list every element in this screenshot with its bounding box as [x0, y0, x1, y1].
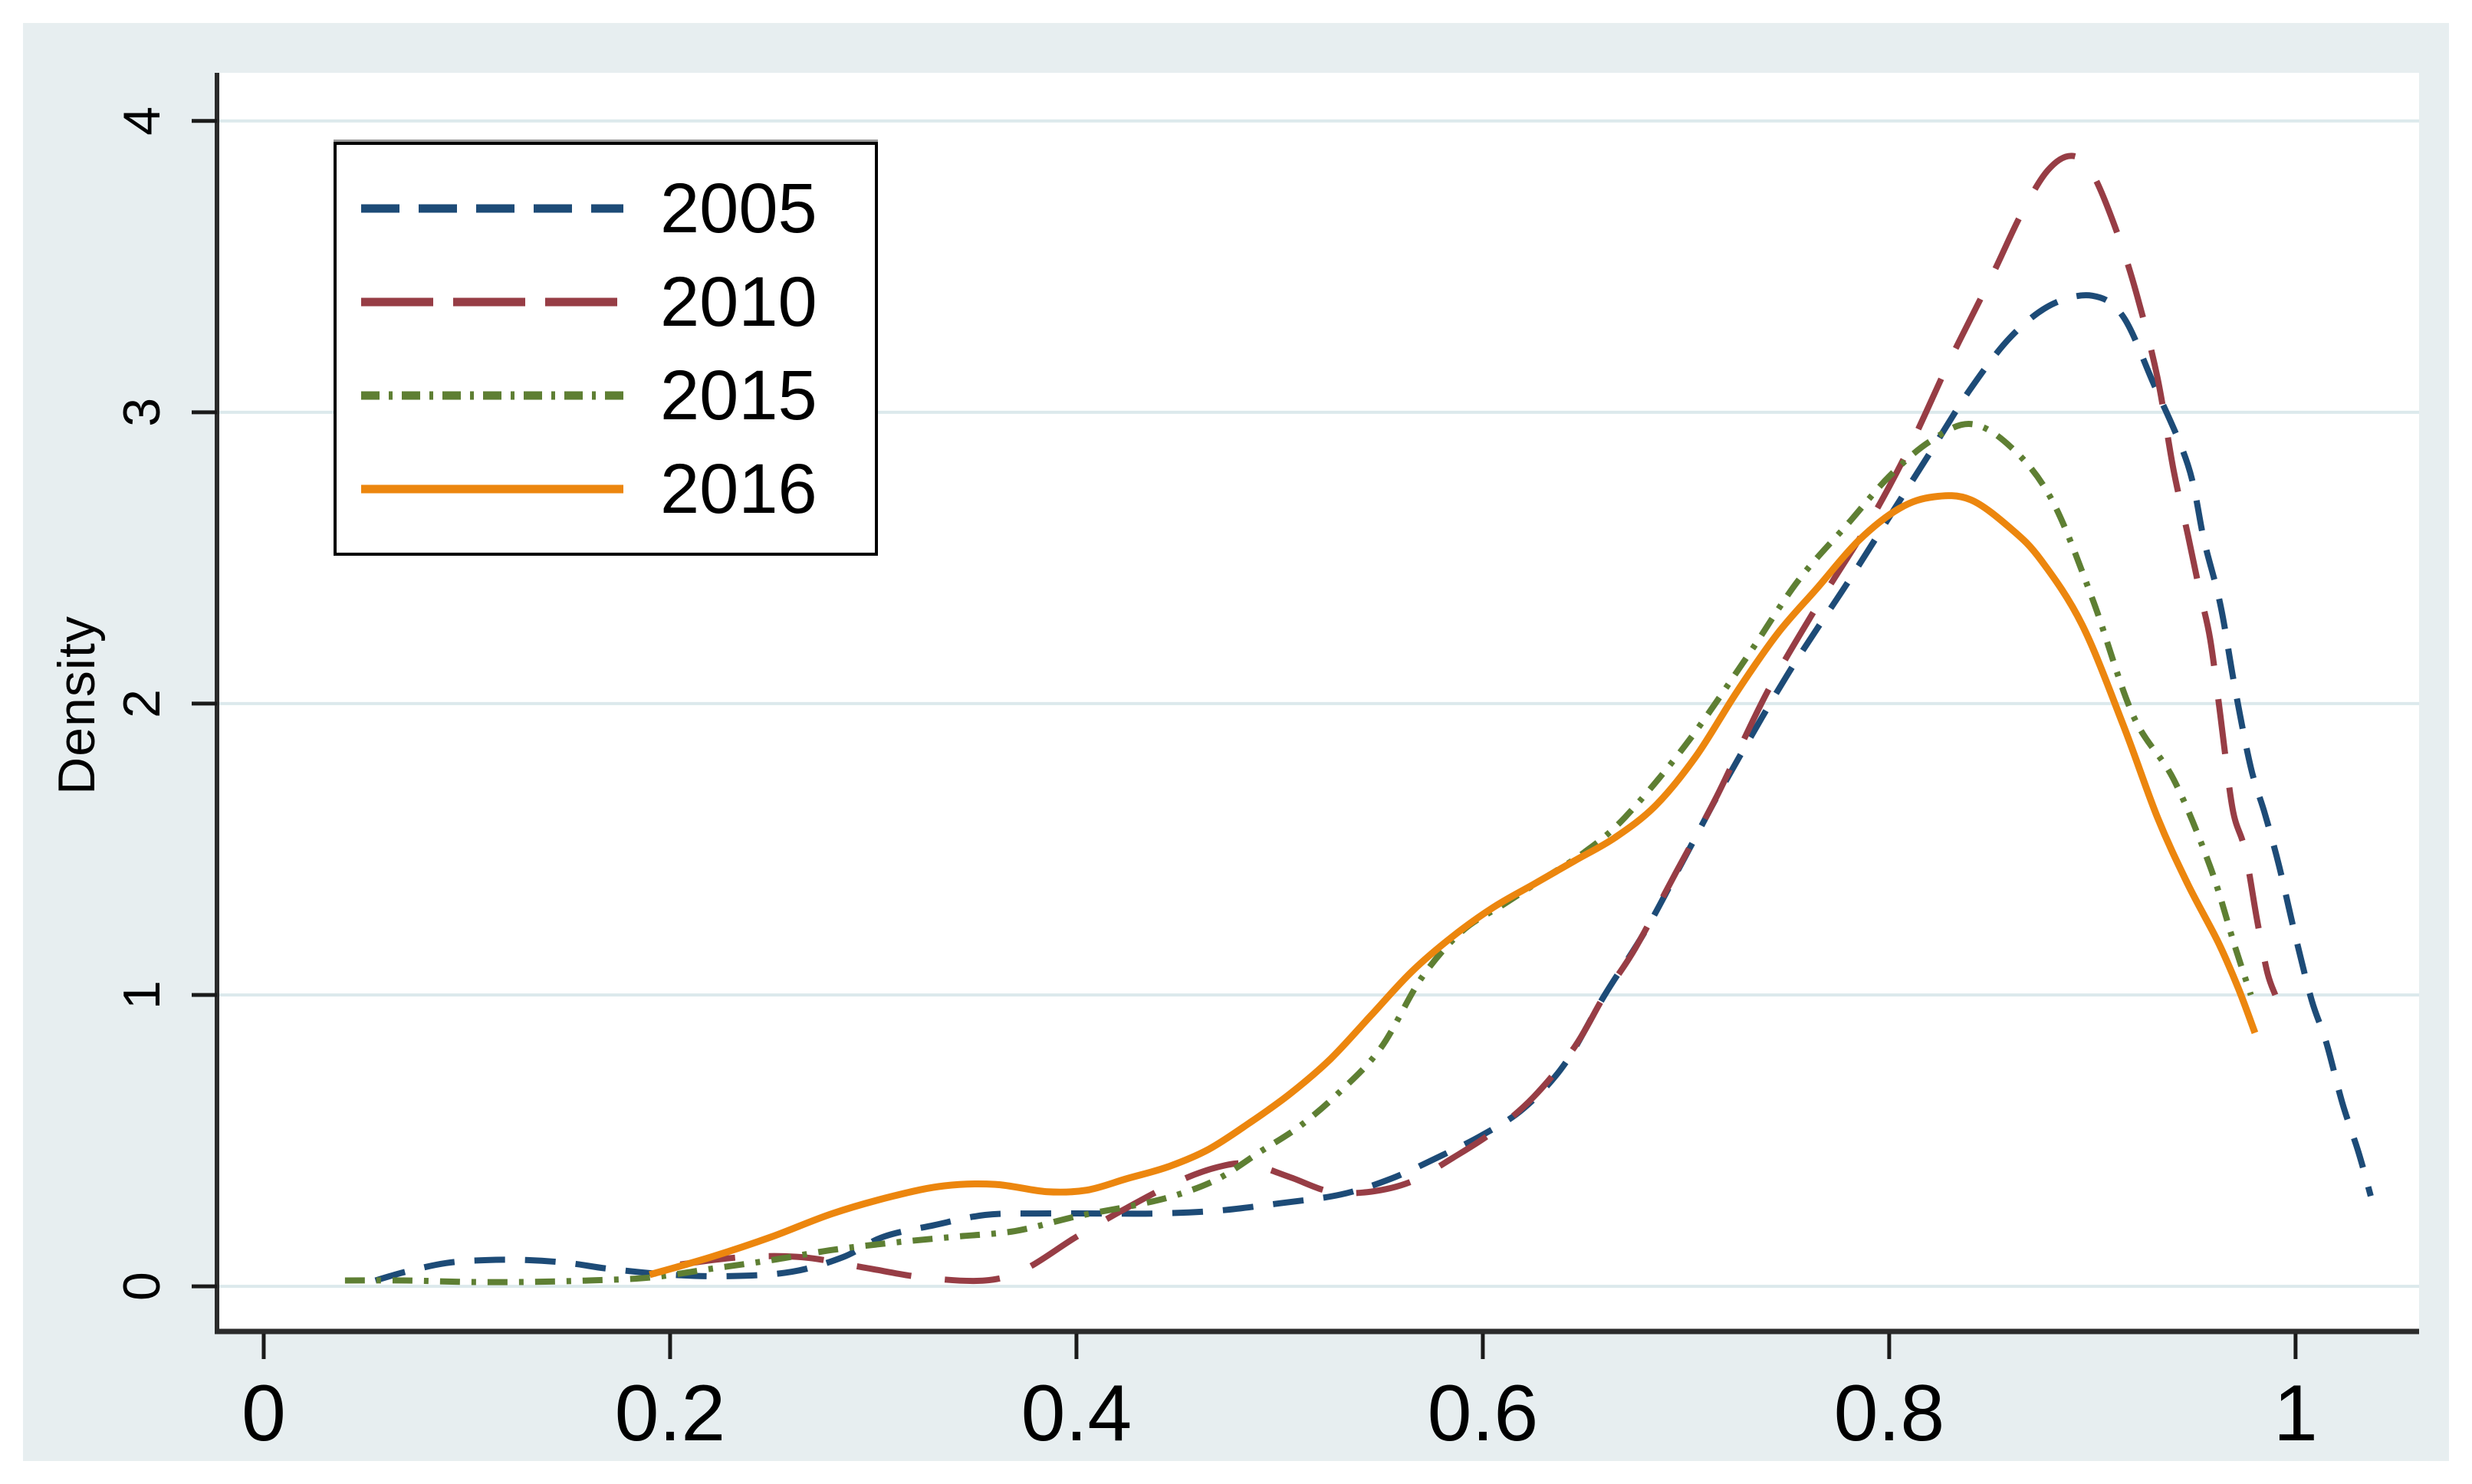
x-tick-label-0.8: 0.8	[1834, 1369, 1945, 1458]
x-tick-label-1: 1	[2273, 1369, 2318, 1458]
legend-label-2005: 2005	[660, 169, 817, 248]
legend-row-2016: 2016	[337, 451, 875, 527]
y-tick-label-4: 4	[113, 107, 171, 136]
y-tick-label-2: 2	[113, 689, 171, 718]
density-curve-2005	[374, 292, 2374, 1284]
legend-label-2016: 2016	[660, 450, 817, 528]
legend-row-2010: 2010	[337, 264, 875, 340]
y-tick-label-0: 0	[113, 1272, 171, 1301]
y-tick-label-1: 1	[113, 980, 171, 1010]
density-curve-2016	[649, 492, 2259, 1279]
y-axis-title: Density	[48, 616, 106, 795]
legend-label-2010: 2010	[660, 263, 817, 341]
legend-line-2015-icon	[361, 391, 623, 400]
legend-line-2016-icon	[361, 484, 623, 494]
legend-row-2015: 2015	[337, 357, 875, 434]
x-tick-label-0.4: 0.4	[1021, 1369, 1132, 1458]
x-tick-label-0: 0	[242, 1369, 286, 1458]
x-tick-label-0.2: 0.2	[615, 1369, 726, 1458]
legend-line-2010-icon	[361, 297, 623, 307]
legend-line-2005-icon	[361, 204, 623, 213]
legend-row-2005: 2005	[337, 170, 875, 247]
x-tick-label-0.6: 0.6	[1428, 1369, 1539, 1458]
density-curve-2010	[679, 153, 2279, 1285]
legend-label-2015: 2015	[660, 356, 817, 435]
y-tick-label-3: 3	[113, 398, 171, 427]
legend: 2005 2010 2015 2016	[334, 142, 878, 556]
